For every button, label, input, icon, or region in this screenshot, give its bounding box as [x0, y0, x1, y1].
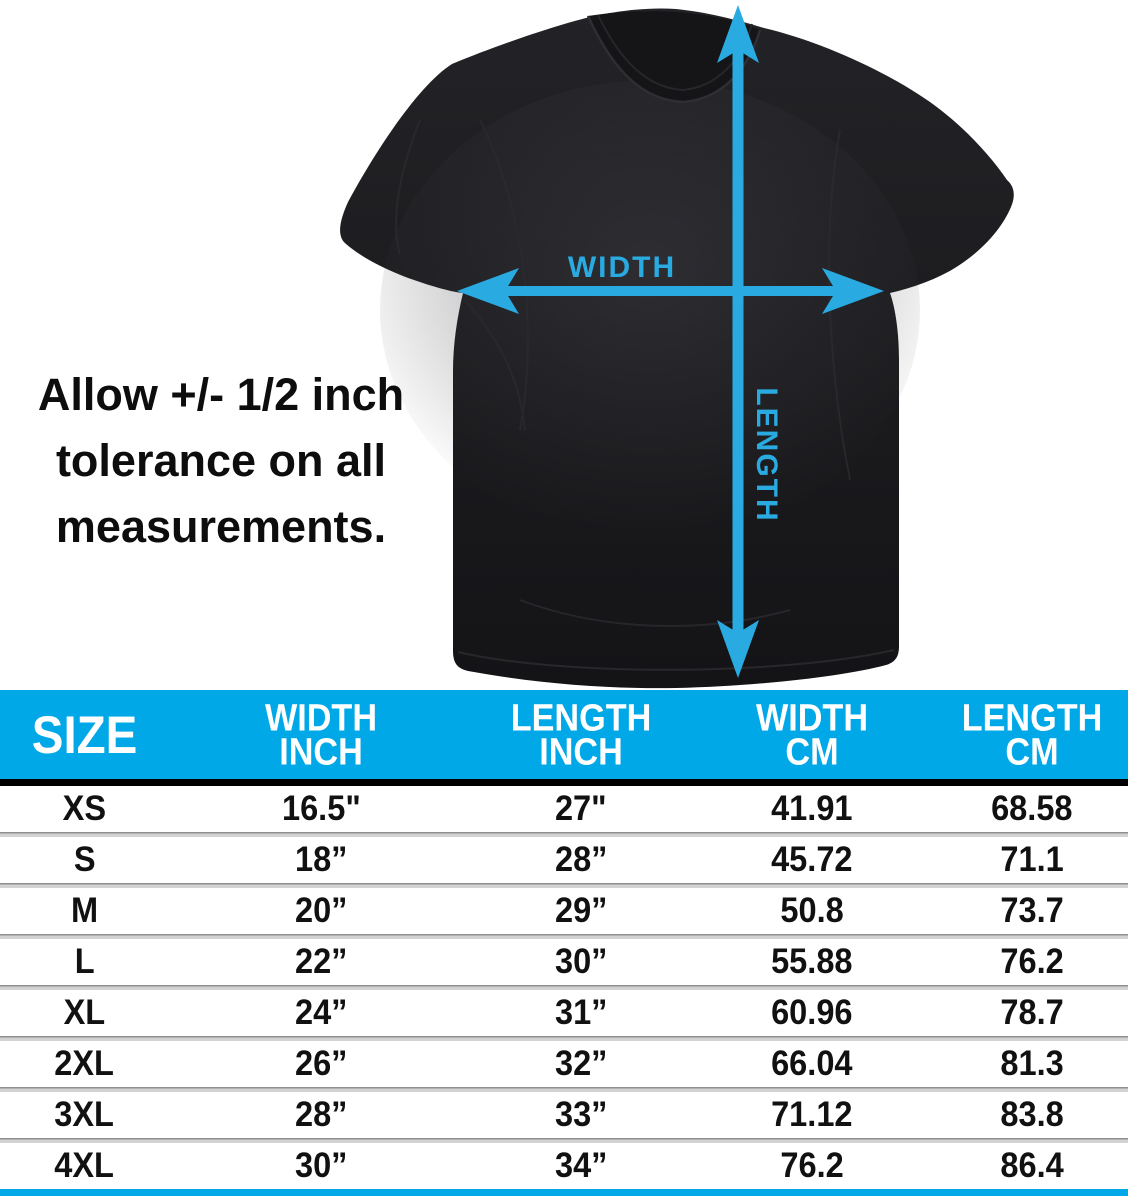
- cell-width_cm: 41.91: [771, 789, 853, 828]
- width-label: WIDTH: [568, 251, 676, 284]
- cell-length_cm: 71.1: [1000, 840, 1064, 879]
- cell-length_inch: 29”: [554, 891, 608, 930]
- cell-size: M: [71, 891, 99, 930]
- collar-outer-seam: [586, 15, 762, 104]
- column-header-line: LENGTH: [961, 695, 1103, 739]
- cell-length_cm: 68.58: [991, 789, 1073, 828]
- table-row: S 18” 28” 45.72 71.1: [0, 832, 1128, 883]
- column-header-line: WIDTH: [265, 695, 378, 739]
- table-row: M 20” 29” 50.8 73.7: [0, 883, 1128, 934]
- cell-length_inch: 31”: [554, 993, 608, 1032]
- cell-length_inch: 34”: [554, 1146, 608, 1185]
- cell-width_cm: 76.2: [780, 1146, 844, 1185]
- tolerance-line: tolerance on all: [55, 435, 387, 486]
- column-header: WIDTH INCH: [169, 690, 474, 779]
- cell-length_inch: 30”: [554, 942, 608, 981]
- width-arrow: [457, 268, 884, 314]
- size-table-body: XS 16.5" 27" 41.91 68.58 S 18” 28” 45.72 71.1 M 20”…: [0, 786, 1128, 1189]
- column-header: WIDTH CM: [688, 690, 936, 779]
- tolerance-line: Allow +/- 1/2 inch: [37, 369, 405, 420]
- cell-length_cm: 86.4: [1000, 1146, 1064, 1185]
- cell-width_inch: 28”: [295, 1095, 348, 1134]
- cell-width_cm: 55.88: [771, 942, 853, 981]
- cell-size: XL: [63, 993, 106, 1032]
- table-row: XS 16.5" 27" 41.91 68.58: [0, 786, 1128, 832]
- cell-size: S: [73, 840, 96, 879]
- table-row: L 22” 30” 55.88 76.2: [0, 934, 1128, 985]
- column-header-line: LENGTH: [510, 695, 652, 739]
- cell-size: 2XL: [54, 1044, 115, 1083]
- hem-seam: [457, 649, 895, 671]
- table-row: 2XL 26” 32” 66.04 81.3: [0, 1036, 1128, 1087]
- cell-length_cm: 76.2: [1000, 942, 1064, 981]
- tshirt-diagram: WIDTH LENGTH Allow +/- 1/2 inch toleranc…: [0, 5, 1014, 689]
- cell-width_inch: 22”: [295, 942, 348, 981]
- cell-width_cm: 66.04: [771, 1044, 853, 1083]
- cell-length_cm: 81.3: [1000, 1044, 1064, 1083]
- cell-size: L: [74, 942, 95, 981]
- column-header: SIZE: [0, 690, 169, 779]
- cell-length_cm: 73.7: [1000, 891, 1064, 930]
- column-header-line: CM: [1005, 729, 1059, 773]
- column-header: LENGTH CM: [936, 690, 1128, 779]
- cell-length_inch: 32”: [554, 1044, 608, 1083]
- cell-length_cm: 78.7: [1000, 993, 1064, 1032]
- cell-length_inch: 33”: [554, 1095, 608, 1134]
- cell-size: XS: [62, 789, 107, 828]
- cell-width_inch: 16.5": [282, 789, 361, 828]
- size-table: SIZE WIDTH INCH LENGTH INCH WIDTH CM LENGTH CM X…: [0, 690, 1128, 1196]
- cell-width_cm: 50.8: [780, 891, 844, 930]
- cell-width_inch: 26”: [295, 1044, 348, 1083]
- column-header: LENGTH INCH: [474, 690, 688, 779]
- table-row: 3XL 28” 33” 71.12 83.8: [0, 1087, 1128, 1138]
- cell-width_inch: 30”: [295, 1146, 348, 1185]
- table-header: SIZE WIDTH INCH LENGTH INCH WIDTH CM LENGTH CM: [0, 690, 1128, 786]
- cell-width_cm: 45.72: [771, 840, 853, 879]
- wrinkle-lines: [395, 119, 851, 627]
- cell-length_cm: 83.8: [1000, 1095, 1064, 1134]
- cell-length_inch: 28”: [554, 840, 608, 879]
- cell-size: 4XL: [54, 1146, 115, 1185]
- cell-size: 3XL: [54, 1095, 115, 1134]
- cell-width_cm: 71.12: [771, 1095, 853, 1134]
- cell-width_inch: 20”: [295, 891, 348, 930]
- cell-length_inch: 27": [555, 789, 607, 828]
- cell-width_inch: 24”: [295, 993, 348, 1032]
- column-header-line: INCH: [279, 729, 364, 773]
- column-header-line: INCH: [539, 729, 623, 773]
- bottom-accent-strip: [0, 1189, 1128, 1196]
- column-header-line: WIDTH: [756, 695, 869, 739]
- table-row: XL 24” 31” 60.96 78.7: [0, 985, 1128, 1036]
- table-row: 4XL 30” 34” 76.2 86.4: [0, 1138, 1128, 1189]
- fabric-highlight: [380, 80, 920, 540]
- tolerance-line: measurements.: [55, 501, 387, 552]
- cell-width_inch: 18”: [295, 840, 348, 879]
- column-header-line: SIZE: [31, 704, 138, 765]
- length-arrow: [717, 5, 759, 678]
- tolerance-note: Allow +/- 1/2 inch tolerance on all meas…: [0, 362, 442, 560]
- cell-width_cm: 60.96: [771, 993, 853, 1032]
- length-label: LENGTH: [750, 387, 783, 522]
- tshirt-illustration: WIDTH LENGTH: [340, 5, 1014, 689]
- column-header-line: CM: [785, 729, 839, 773]
